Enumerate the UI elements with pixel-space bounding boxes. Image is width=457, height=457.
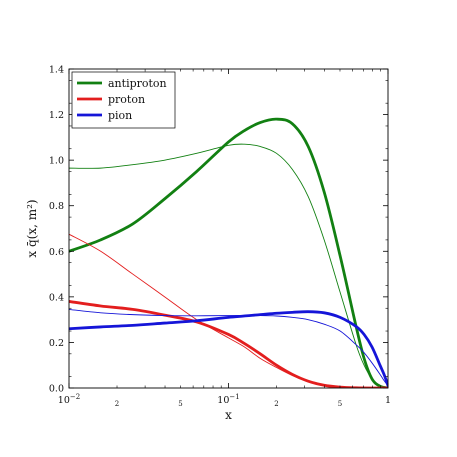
series-layer: [69, 117, 388, 388]
plot-frame: [68, 68, 389, 389]
y-tick-label: 0.8: [49, 201, 64, 212]
x-minor-label: 5: [338, 400, 342, 408]
y-tick-label: 1.4: [49, 65, 64, 76]
x-tick-label: 1: [385, 395, 391, 406]
y-tick-label: 1.0: [49, 156, 64, 167]
y-tick-label: 0.2: [49, 338, 64, 349]
y-tick-label: 0.0: [49, 384, 64, 395]
x-minor-label: 2: [115, 400, 119, 408]
legend: antiproton proton pion: [71, 71, 176, 129]
series-clip-group: [69, 117, 388, 388]
y-axis-label: x q̄(x, m²): [25, 199, 39, 257]
x-axis-label: x: [225, 408, 232, 422]
tick-labels: 0.0 0.2 0.4 0.6 0.8 1.0 1.2 1.4 10−2 10−1 1 2 5 2 5: [49, 65, 391, 409]
y-tick-label: 0.4: [49, 292, 64, 303]
series-line-proton-thin: [69, 233, 388, 388]
series-line-antiproton-thick: [69, 117, 388, 388]
x-minor-label: 2: [274, 400, 278, 408]
y-tick-label: 0.6: [49, 247, 64, 258]
x-tick-label: 10−1: [217, 393, 239, 406]
y-tick-label: 1.2: [49, 110, 64, 121]
series-line-pion-thin: [69, 308, 388, 387]
series-line-proton-thick: [69, 300, 388, 388]
legend-label-pion: pion: [108, 109, 132, 122]
legend-label-antiproton: antiproton: [108, 77, 167, 90]
plot-border: [68, 68, 389, 389]
series-line-pion-thick: [69, 310, 388, 388]
x-tick-label: 10−2: [58, 393, 80, 406]
series-line-antiproton-thin: [69, 143, 388, 388]
x-minor-label: 5: [178, 400, 182, 408]
legend-label-proton: proton: [108, 93, 145, 106]
